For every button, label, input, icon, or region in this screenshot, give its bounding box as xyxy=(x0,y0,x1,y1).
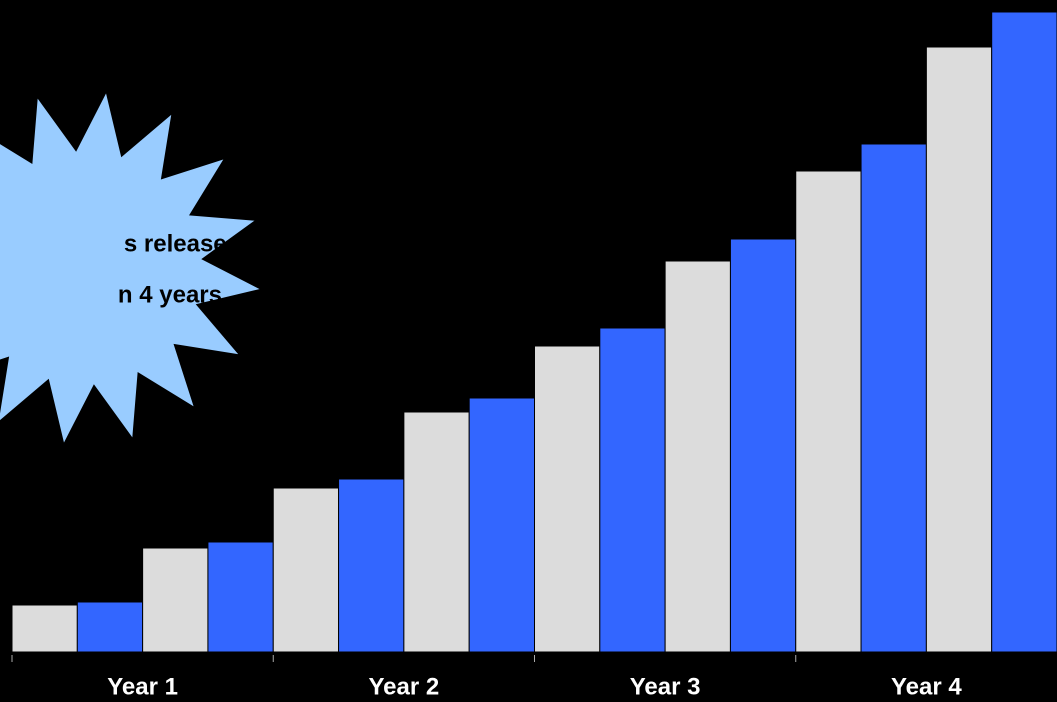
bar xyxy=(76,601,144,653)
annotation: n 4 years xyxy=(118,281,222,308)
bar xyxy=(142,547,209,653)
x-tick-label: Year 2 xyxy=(369,673,440,700)
bar xyxy=(207,541,274,653)
bar xyxy=(925,46,993,653)
bar xyxy=(860,143,927,653)
x-tick-label: Year 4 xyxy=(891,673,962,700)
starburst xyxy=(0,89,264,447)
x-tick-label: Year 3 xyxy=(630,673,701,700)
bar xyxy=(338,478,405,653)
x-tick-label: Year 1 xyxy=(107,673,178,700)
bar xyxy=(599,327,666,653)
bar xyxy=(795,170,862,653)
bar xyxy=(272,487,340,653)
bar xyxy=(403,411,470,653)
bar xyxy=(11,604,78,653)
annotation: s releases xyxy=(124,230,240,257)
bar xyxy=(991,11,1057,653)
bar xyxy=(468,397,535,653)
bar xyxy=(729,238,797,653)
bar xyxy=(664,260,731,653)
bar xyxy=(534,345,601,653)
